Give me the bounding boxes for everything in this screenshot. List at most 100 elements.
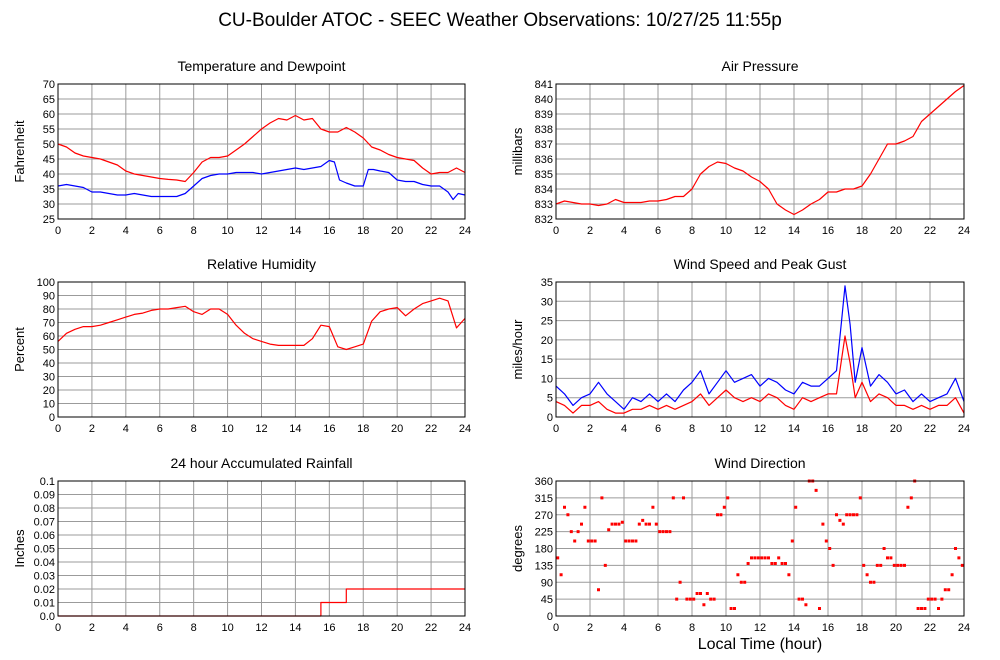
data-point — [634, 539, 638, 543]
data-point — [784, 562, 787, 565]
x-tick-label: 4 — [621, 225, 627, 237]
y-tick-label: 270 — [535, 510, 553, 522]
data-point — [858, 496, 862, 500]
y-tick-label: 0.01 — [34, 598, 55, 610]
x-tick-label: 8 — [689, 225, 695, 237]
data-point — [563, 505, 566, 509]
y-tick-label: 840 — [535, 94, 553, 106]
y-tick-label: 225 — [535, 527, 553, 539]
data-point — [597, 588, 600, 592]
x-tick-label: 18 — [357, 225, 369, 237]
data-point — [614, 522, 617, 526]
y-tick-label: 0.09 — [34, 490, 55, 502]
x-tick-label: 14 — [289, 423, 301, 435]
data-point — [960, 563, 964, 567]
x-tick-label: 8 — [689, 622, 695, 634]
data-point — [780, 562, 784, 565]
data-point — [654, 522, 658, 526]
data-point — [576, 530, 580, 534]
data-point — [899, 563, 903, 567]
y-tick-label: 5 — [547, 393, 553, 405]
x-tick-label: 24 — [459, 225, 471, 237]
data-point — [943, 588, 947, 592]
x-tick-label: 4 — [621, 423, 627, 435]
data-point — [590, 539, 594, 543]
data-point — [828, 547, 832, 550]
x-tick-label: 16 — [822, 225, 834, 237]
x-tick-label: 18 — [856, 622, 868, 634]
x-tick-label: 4 — [123, 622, 129, 634]
data-point — [733, 607, 736, 610]
x-tick-label: 8 — [191, 622, 197, 634]
y-tick-label: 100 — [37, 277, 55, 289]
x-tick-label: 0 — [55, 622, 61, 634]
data-point — [886, 556, 889, 560]
data-point — [573, 539, 577, 543]
data-point — [882, 547, 886, 550]
x-tick-label: 2 — [587, 225, 593, 237]
data-point — [556, 556, 560, 560]
data-point — [719, 513, 723, 517]
x-tick-label: 20 — [391, 423, 403, 435]
y-tick-label: 0.02 — [34, 584, 55, 596]
data-point — [746, 562, 750, 565]
x-tick-label: 8 — [191, 225, 197, 237]
data-point — [603, 563, 607, 567]
data-point — [692, 597, 696, 601]
data-point — [933, 597, 937, 601]
x-tick-label: 2 — [89, 225, 95, 237]
x-tick-label: 8 — [689, 423, 695, 435]
data-point — [705, 592, 709, 595]
x-tick-label: 6 — [157, 423, 163, 435]
data-point — [665, 530, 668, 534]
data-point — [566, 513, 570, 517]
y-tick-label: 90 — [541, 577, 553, 589]
x-tick-label: 2 — [89, 423, 95, 435]
data-point — [658, 530, 662, 534]
x-tick-label: 6 — [157, 622, 163, 634]
data-point — [617, 522, 621, 526]
y-axis-label: degrees — [510, 525, 525, 572]
y-tick-label: 0 — [547, 412, 553, 424]
x-tick-label: 10 — [221, 225, 233, 237]
series-line-1 — [555, 285, 965, 410]
data-point — [648, 522, 651, 526]
data-point — [777, 556, 781, 560]
data-point — [773, 562, 777, 565]
plot-frame — [57, 281, 466, 418]
data-point — [903, 563, 906, 567]
data-point — [736, 573, 740, 577]
x-tick-label: 22 — [924, 622, 936, 634]
x-tick-label: 18 — [856, 225, 868, 237]
data-point — [580, 522, 583, 526]
page-title: CU-Boulder ATOC - SEEC Weather Observati… — [218, 10, 782, 31]
data-point — [818, 607, 821, 610]
data-point — [954, 547, 957, 550]
y-tick-label: 55 — [43, 124, 55, 136]
x-tick-label: 0 — [553, 622, 559, 634]
data-point — [940, 597, 944, 601]
y-tick-label: 30 — [43, 199, 55, 211]
x-tick-label: 12 — [754, 622, 766, 634]
data-point — [678, 580, 682, 584]
data-point — [930, 597, 934, 601]
data-point — [750, 556, 753, 560]
x-tick-label: 6 — [157, 225, 163, 237]
y-tick-label: 25 — [43, 214, 55, 226]
y-tick-label: 838 — [535, 124, 553, 136]
data-point — [797, 597, 801, 601]
y-tick-label: 25 — [541, 316, 553, 328]
data-point — [675, 597, 679, 601]
plot-frame — [555, 83, 965, 220]
x-tick-label: 14 — [788, 225, 800, 237]
data-point — [716, 513, 719, 517]
data-point — [760, 556, 764, 560]
y-tick-label: 70 — [43, 79, 55, 91]
data-point — [695, 592, 699, 595]
x-tick-label: 12 — [754, 423, 766, 435]
data-point — [569, 530, 573, 534]
x-tick-label: 10 — [221, 622, 233, 634]
